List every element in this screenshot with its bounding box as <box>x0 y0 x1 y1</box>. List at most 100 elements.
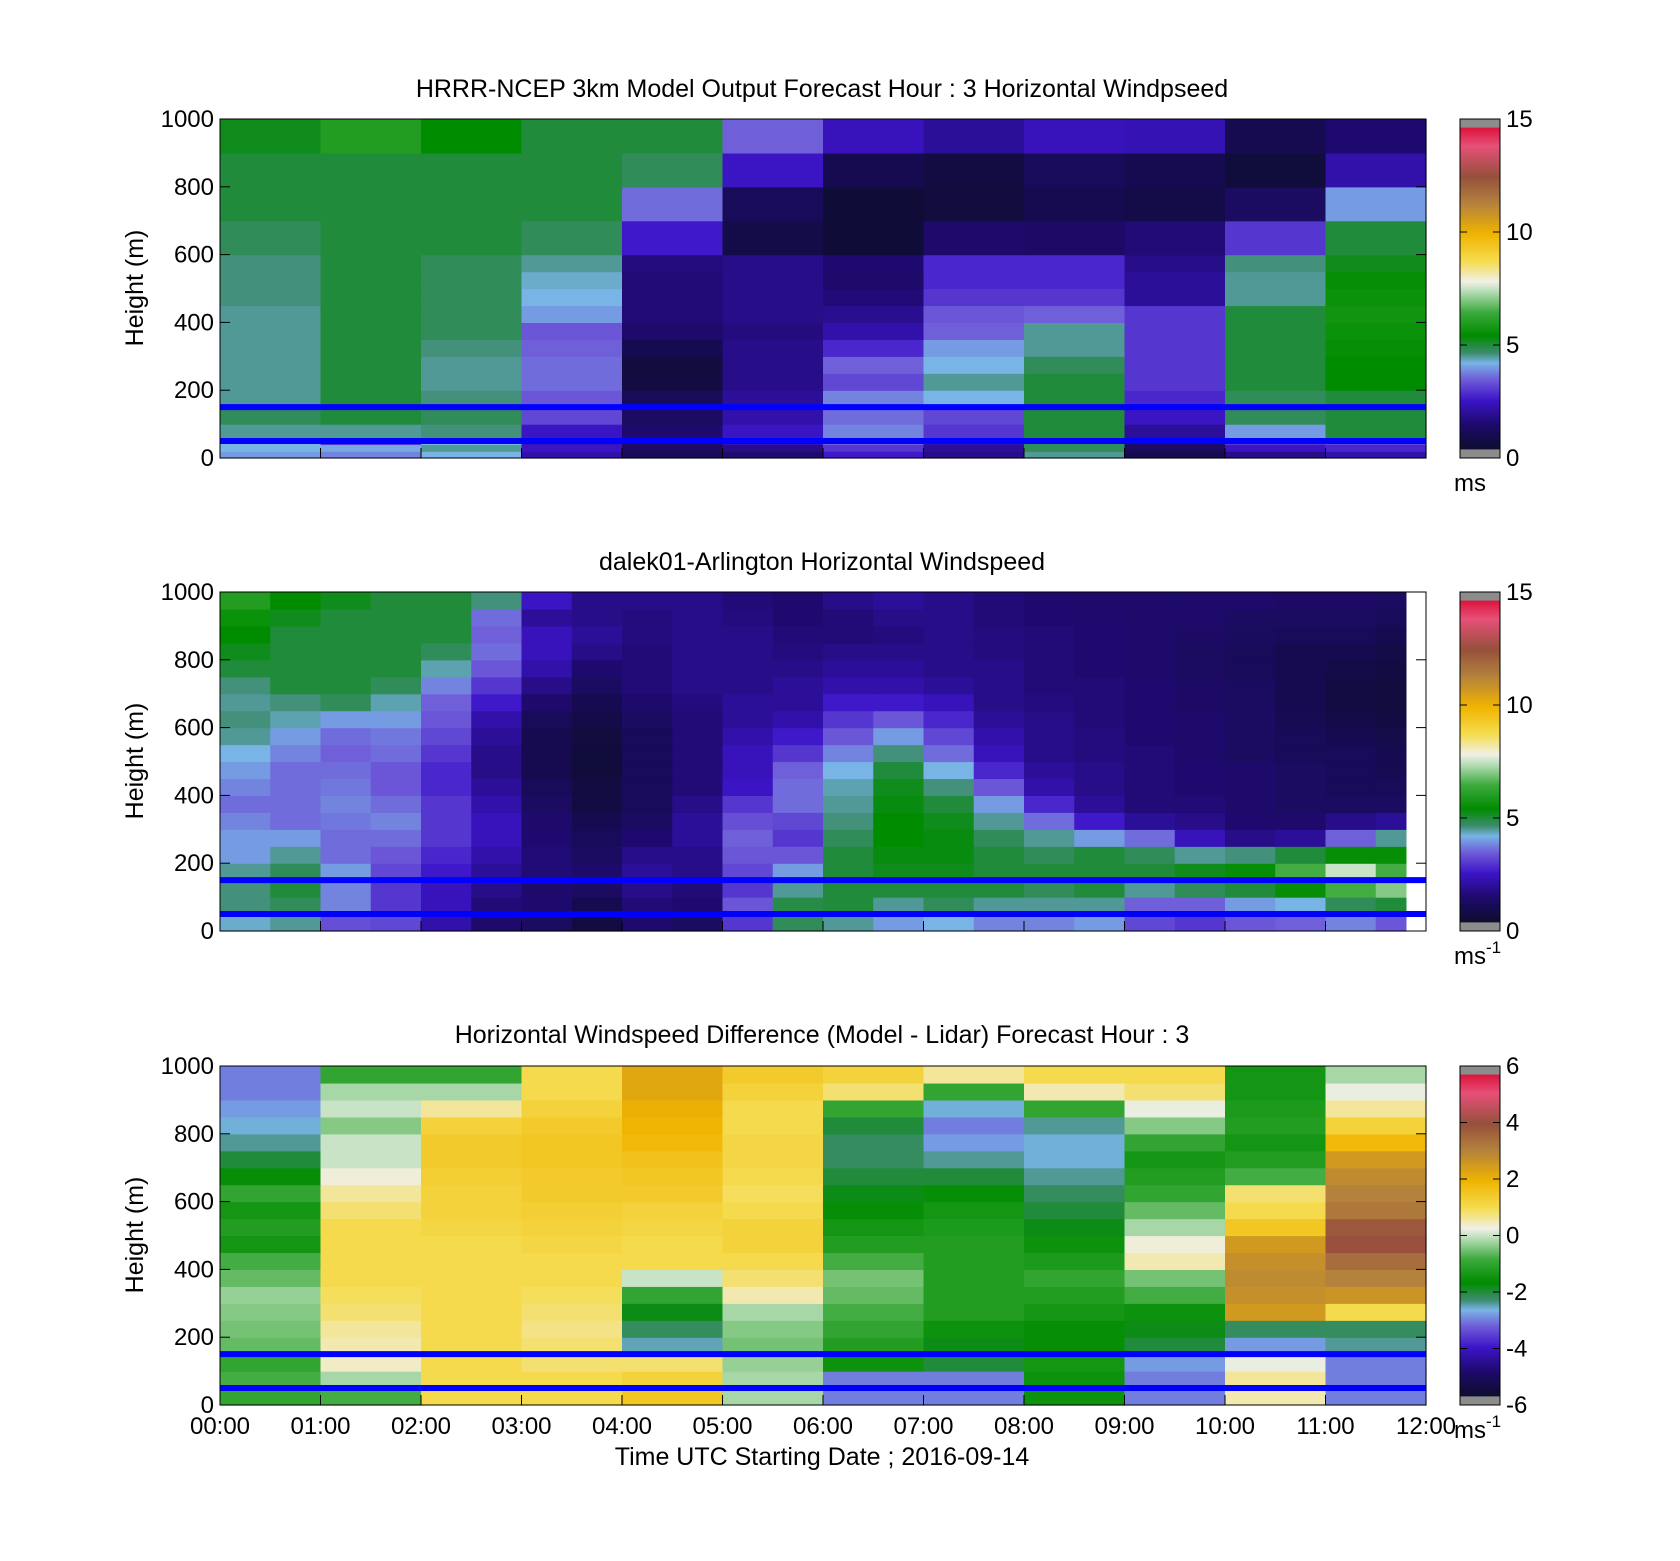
heatmap-cell <box>622 1388 724 1406</box>
heatmap-cell <box>571 795 623 813</box>
heatmap-cell <box>1024 254 1126 273</box>
heatmap-cell <box>1225 1201 1327 1220</box>
heatmap-cell <box>823 1082 925 1101</box>
heatmap-cell <box>220 1184 322 1203</box>
colorbar-unit: ms-1 <box>1454 938 1501 970</box>
heatmap-cell <box>421 119 523 154</box>
heatmap-cell <box>823 1066 925 1084</box>
heatmap-cell <box>622 451 724 459</box>
heatmap-cell <box>772 880 824 898</box>
heatmap-cell <box>1024 271 1126 290</box>
heatmap-cell <box>622 727 673 746</box>
heatmap-cell <box>320 710 372 729</box>
heatmap-cell <box>1124 1099 1226 1118</box>
heatmap-cell <box>722 1235 824 1254</box>
heatmap-cell <box>521 608 573 627</box>
heatmap-cell <box>973 863 1025 881</box>
heatmap-cell <box>471 829 523 847</box>
heatmap-cell <box>571 761 623 780</box>
heatmap-cell <box>1375 727 1407 746</box>
heatmap-cell <box>320 778 372 796</box>
heatmap-cell <box>421 812 472 830</box>
heatmap-cell <box>722 356 824 374</box>
heatmap-cell <box>622 1371 724 1389</box>
heatmap-cell <box>320 1167 422 1186</box>
heatmap-cell <box>521 863 573 881</box>
heatmap-cell <box>521 220 623 256</box>
heatmap-cell <box>823 288 925 307</box>
heatmap-cell <box>973 693 1025 712</box>
heatmap-cell <box>220 424 322 439</box>
heatmap-cell <box>873 676 925 695</box>
heatmap-cell <box>923 676 975 695</box>
heatmap-cell <box>421 710 472 729</box>
heatmap-cell <box>1024 1150 1126 1169</box>
heatmap-cell <box>622 356 724 374</box>
heatmap-cell <box>772 897 824 915</box>
heatmap-cell <box>1375 642 1407 661</box>
heatmap-cell <box>672 778 724 796</box>
heatmap-cell <box>1024 1337 1126 1355</box>
heatmap-cell <box>1225 1218 1327 1237</box>
heatmap-cell <box>923 186 1025 222</box>
heatmap-cell <box>1024 1116 1126 1135</box>
heatmap-cell <box>1024 1354 1126 1372</box>
heatmap-cell <box>1275 829 1327 847</box>
heatmap-cell <box>1375 744 1407 763</box>
heatmap-cell <box>1124 1286 1226 1304</box>
heatmap-cell <box>1124 220 1226 256</box>
heatmap-cell <box>320 305 422 323</box>
heatmap-cell <box>1124 1150 1226 1169</box>
heatmap-cell <box>421 390 523 408</box>
heatmap-cell <box>320 356 422 374</box>
heatmap-cell <box>1024 322 1126 340</box>
heatmap-cell <box>823 444 925 452</box>
heatmap-cell <box>622 1184 724 1203</box>
heatmap-cell <box>1325 829 1377 847</box>
heatmap-cell <box>1124 339 1226 357</box>
heatmap-cell <box>1174 608 1226 627</box>
heatmap-cell <box>571 897 623 915</box>
heatmap-cell <box>672 727 724 746</box>
heatmap-cell <box>672 642 724 661</box>
heatmap-cell <box>722 1099 824 1118</box>
heatmap-cell <box>622 642 673 661</box>
heatmap-cell <box>1024 1082 1126 1101</box>
heatmap-cell <box>722 1116 824 1135</box>
heatmap-cell <box>923 152 1025 188</box>
heatmap-cell <box>471 846 523 864</box>
heatmap-cell <box>823 863 874 881</box>
heatmap-cell <box>521 778 573 796</box>
heatmap-cell <box>471 642 523 661</box>
heatmap-cell <box>521 1252 623 1270</box>
heatmap-cell <box>823 795 874 813</box>
heatmap-cell <box>1024 152 1126 188</box>
heatmap-cell <box>571 727 623 746</box>
heatmap-cell <box>923 424 1025 439</box>
heatmap-cell <box>1074 642 1126 661</box>
heatmap-cell <box>421 642 472 661</box>
panel-model-x-ticks <box>219 448 1427 458</box>
heatmap-cell <box>320 880 372 898</box>
heatmap-cell <box>873 727 925 746</box>
heatmap-cell <box>421 829 472 847</box>
heatmap-cell <box>722 897 774 915</box>
heatmap-cell <box>772 659 824 678</box>
heatmap-cell <box>1225 1252 1327 1270</box>
heatmap-cell <box>722 288 824 307</box>
heatmap-cell <box>1325 592 1377 610</box>
heatmap-cell <box>521 1286 623 1304</box>
heatmap-cell <box>722 1066 824 1084</box>
heatmap-cell <box>421 693 472 712</box>
heatmap-cell <box>1124 390 1226 408</box>
heatmap-cell <box>471 897 523 915</box>
heatmap-cell <box>1375 676 1407 695</box>
heatmap-cell <box>521 407 623 425</box>
heatmap-cell <box>1124 592 1176 610</box>
heatmap-cell <box>220 1337 322 1355</box>
heatmap-cell <box>220 444 322 452</box>
y-tick-label: 0 <box>201 918 214 945</box>
heatmap-cell <box>421 373 523 391</box>
heatmap-cell <box>521 676 573 695</box>
heatmap-cell <box>722 693 774 712</box>
